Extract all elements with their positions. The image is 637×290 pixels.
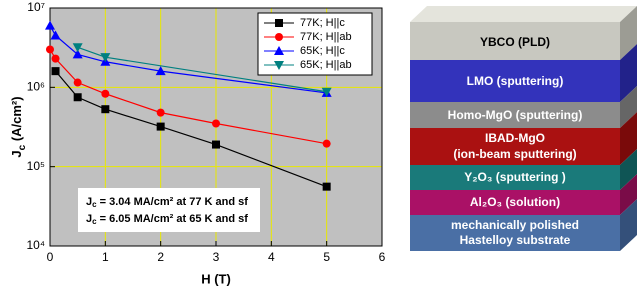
x-axis-label: H (T) [201, 271, 231, 286]
marker [156, 122, 165, 131]
legend-label: 77K; H||c [300, 17, 345, 29]
side-face [620, 174, 637, 215]
x-tick-label: 4 [268, 250, 275, 264]
marker [212, 140, 220, 149]
layer [410, 60, 620, 102]
marker [45, 20, 55, 30]
marker [51, 54, 60, 63]
marker [46, 45, 54, 54]
side-face [620, 112, 637, 165]
legend-label: 77K; H||ab [300, 31, 352, 43]
layer [410, 165, 620, 190]
x-tick-label: 5 [323, 250, 330, 264]
annotation-text: = 6.05 MA/cm² at 65 K and sf [97, 213, 249, 225]
marker [72, 49, 83, 59]
y-tick-label: 10⁶ [27, 80, 45, 94]
legend-marker [274, 46, 284, 55]
marker [156, 108, 165, 117]
legend-marker [275, 19, 283, 27]
legend-marker [275, 33, 283, 41]
annotation-sub: c [92, 200, 97, 209]
y-tick-label: 10⁴ [26, 238, 45, 252]
annotation: Jc = 3.04 MA/cm² at 77 K and sf [86, 196, 248, 209]
annotation: Jc = 6.05 MA/cm² at 65 K and sf [86, 213, 248, 226]
y-tick-label: 10⁷ [27, 0, 45, 14]
layer-label: Al₂O₃ (solution) [470, 195, 560, 209]
layer [410, 190, 620, 215]
layer [410, 128, 620, 165]
marker [322, 139, 331, 148]
legend-label: 65K; H||c [300, 45, 345, 57]
plot-frame [49, 7, 383, 247]
annotation-base: J [86, 196, 92, 208]
layer-label: LMO (sputtering) [467, 74, 564, 88]
marker [100, 53, 111, 63]
x-tick-label: 6 [379, 250, 386, 264]
x-tick-label: 1 [102, 250, 109, 264]
layer [410, 102, 620, 128]
layer-label: mechanically polished [451, 218, 579, 232]
annotation-sub: c [92, 217, 97, 226]
layer-label: Homo-MgO (sputtering) [448, 108, 583, 122]
layer-label: YBCO (PLD) [480, 35, 550, 49]
marker [321, 87, 332, 97]
marker [73, 78, 82, 87]
y-axis-label-sub: c [17, 144, 28, 150]
y-axis-label-base: J [9, 150, 24, 157]
x-tick-label: 3 [213, 250, 220, 264]
side-face [620, 86, 637, 128]
side-face [620, 149, 637, 190]
marker [212, 119, 220, 128]
annotation-base: J [86, 213, 92, 225]
y-axis-label: Jc (A/cm²) [9, 96, 27, 157]
marker [101, 105, 110, 114]
layer-label: Hastelloy substrate [460, 233, 571, 247]
marker [155, 66, 166, 76]
side-face [620, 6, 637, 60]
layer [410, 215, 620, 251]
marker [51, 67, 60, 76]
y-axis-label-unit: (A/cm²) [9, 96, 24, 144]
side-face [620, 199, 637, 251]
chart: 10⁴ 10⁵ 10⁶ 10⁷ 0 1 2 3 4 5 6 H (T) Jc (A/cm²) 77K; H… [9, 0, 385, 286]
annotation-text: = 3.04 MA/cm² at 77 K and sf [97, 196, 249, 208]
legend-label: 65K; H||ab [300, 59, 352, 71]
series-line [55, 70, 327, 188]
layer-label: (ion-beam sputtering) [453, 147, 576, 161]
marker [50, 30, 61, 40]
annotation-box [78, 188, 260, 232]
top-face [410, 6, 637, 22]
layer-diagram: YBCO (PLD) LMO (sputtering) Homo-MgO (sp… [410, 6, 637, 251]
layer-label: Y₂O₃ (sputtering ) [464, 170, 566, 184]
layer [410, 22, 620, 60]
marker [322, 182, 331, 191]
layer-label: IBAD-MgO [485, 131, 545, 145]
marker [72, 43, 83, 53]
x-tick-label: 2 [157, 250, 164, 264]
side-face [620, 44, 637, 102]
x-tick-label: 0 [47, 250, 54, 264]
y-tick-label: 10⁵ [27, 159, 45, 173]
marker [73, 93, 82, 102]
legend-marker [274, 61, 284, 70]
marker [101, 89, 110, 98]
